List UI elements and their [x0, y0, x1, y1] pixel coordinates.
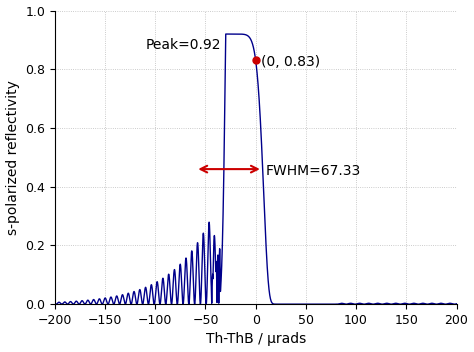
- Text: Peak=0.92: Peak=0.92: [145, 38, 221, 52]
- X-axis label: Th-ThB / μrads: Th-ThB / μrads: [206, 332, 306, 346]
- Y-axis label: s-polarized reflectivity: s-polarized reflectivity: [6, 80, 19, 235]
- Text: FWHM=67.33: FWHM=67.33: [266, 164, 361, 178]
- Text: (0, 0.83): (0, 0.83): [261, 55, 320, 69]
